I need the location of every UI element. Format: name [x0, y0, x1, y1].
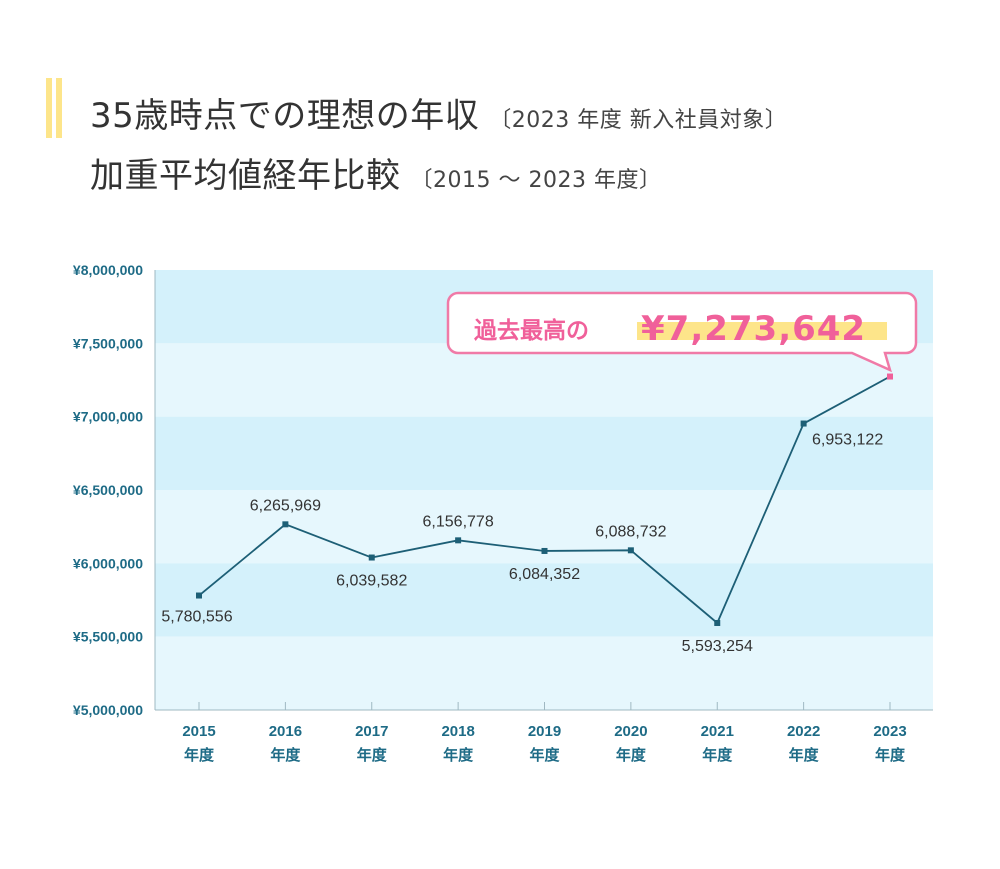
y-tick-label: ¥7,500,000: [73, 335, 143, 351]
x-tick-label: 2019: [528, 723, 561, 740]
x-tick-label: 2016: [269, 723, 302, 740]
data-label: 6,039,582: [336, 573, 407, 590]
grid-band: [155, 416, 933, 490]
title-accent-bar: [56, 78, 62, 138]
x-tick-label: 2017: [355, 723, 388, 740]
x-tick-label-suffix: 年度: [443, 746, 474, 764]
data-point: [455, 537, 462, 544]
x-tick-label-suffix: 年度: [702, 746, 733, 764]
x-tick-label: 2023: [873, 723, 906, 740]
data-point: [627, 547, 634, 554]
x-tick-label: 2022: [787, 723, 820, 740]
data-label: 5,593,254: [682, 638, 753, 655]
title-line2: 加重平均値経年比較: [90, 156, 401, 196]
y-tick-label: ¥7,000,000: [73, 409, 143, 425]
data-point: [541, 547, 548, 554]
title-line1: 35歳時点での理想の年収: [90, 96, 480, 136]
y-tick-label: ¥8,000,000: [73, 262, 143, 278]
data-label: 6,265,969: [250, 497, 321, 514]
title-line1-note: 〔2023 年度 新入社員対象〕: [489, 108, 788, 133]
callout-highlight: [637, 322, 887, 340]
x-tick-label-suffix: 年度: [529, 746, 560, 764]
data-label: 6,088,732: [595, 523, 666, 540]
title-line2-note: 〔2015 ～ 2023 年度〕: [410, 168, 662, 193]
chart-title: 35歳時点での理想の年収 〔2023 年度 新入社員対象〕: [90, 88, 787, 137]
data-label: 6,953,122: [812, 432, 883, 449]
callout-prefix: 過去最高の: [474, 317, 589, 344]
data-point: [800, 420, 807, 427]
title-accent-bar: [46, 78, 52, 138]
callout-value: ¥7,273,642: [641, 309, 866, 349]
data-point: [887, 373, 893, 380]
chart-subtitle: 加重平均値経年比較 〔2015 ～ 2023 年度〕: [90, 148, 661, 197]
x-tick-label: 2021: [701, 723, 734, 740]
x-tick-label-suffix: 年度: [616, 746, 647, 764]
x-tick-label-suffix: 年度: [789, 746, 820, 764]
x-tick-label: 2018: [441, 723, 474, 740]
y-tick-label: ¥6,500,000: [73, 482, 143, 498]
data-point: [196, 592, 202, 599]
data-point: [282, 521, 289, 528]
y-tick-label: ¥5,000,000: [73, 702, 143, 718]
data-point: [714, 619, 721, 626]
x-tick-label: 2020: [614, 723, 647, 740]
data-label: 6,084,352: [509, 566, 580, 583]
x-tick-label-suffix: 年度: [270, 746, 301, 764]
x-tick-label-suffix: 年度: [357, 746, 388, 764]
data-label: 5,780,556: [161, 609, 232, 626]
x-tick-label-suffix: 年度: [184, 746, 215, 764]
grid-band: [155, 563, 933, 637]
y-tick-label: ¥6,000,000: [73, 555, 143, 571]
y-tick-label: ¥5,500,000: [73, 629, 143, 645]
x-tick-label: 2015: [182, 723, 215, 740]
data-point: [368, 554, 375, 561]
data-label: 6,156,778: [423, 513, 494, 530]
x-tick-label-suffix: 年度: [875, 746, 906, 764]
grid-band: [155, 636, 933, 710]
grid-band: [155, 343, 933, 417]
